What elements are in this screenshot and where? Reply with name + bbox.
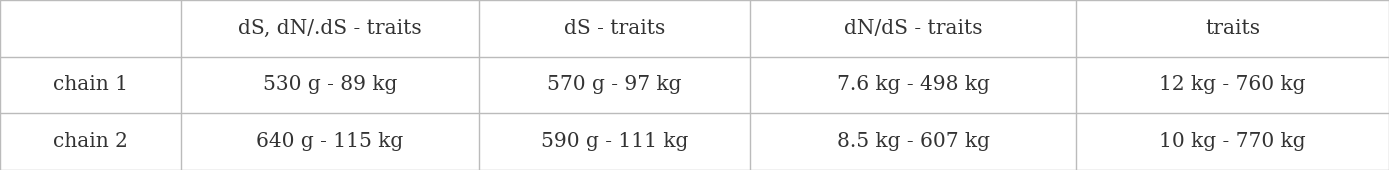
Text: 10 kg - 770 kg: 10 kg - 770 kg xyxy=(1160,132,1306,151)
Text: dN/dS - traits: dN/dS - traits xyxy=(845,19,982,38)
Text: chain 1: chain 1 xyxy=(53,75,128,95)
Text: dS - traits: dS - traits xyxy=(564,19,665,38)
Text: 570 g - 97 kg: 570 g - 97 kg xyxy=(547,75,682,95)
Text: 7.6 kg - 498 kg: 7.6 kg - 498 kg xyxy=(836,75,990,95)
Text: 8.5 kg - 607 kg: 8.5 kg - 607 kg xyxy=(836,132,990,151)
Text: dS, dN/.dS - traits: dS, dN/.dS - traits xyxy=(238,19,422,38)
Text: 590 g - 111 kg: 590 g - 111 kg xyxy=(540,132,689,151)
Text: 530 g - 89 kg: 530 g - 89 kg xyxy=(263,75,397,95)
Text: chain 2: chain 2 xyxy=(53,132,128,151)
Text: 12 kg - 760 kg: 12 kg - 760 kg xyxy=(1160,75,1306,95)
Text: traits: traits xyxy=(1206,19,1260,38)
Text: 640 g - 115 kg: 640 g - 115 kg xyxy=(256,132,404,151)
